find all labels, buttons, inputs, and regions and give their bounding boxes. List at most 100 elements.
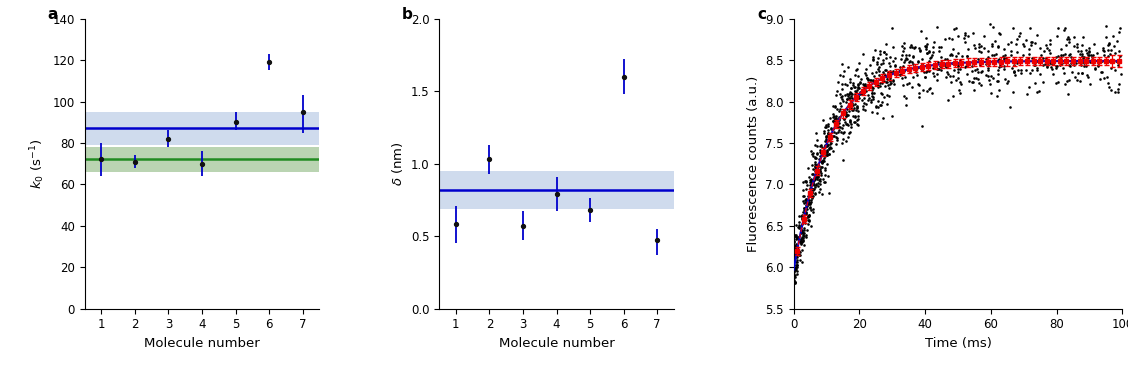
Point	[826, 116, 844, 122]
Point	[969, 68, 987, 74]
Point	[876, 67, 895, 73]
Point	[818, 141, 836, 147]
Point	[931, 66, 949, 72]
Point	[966, 87, 984, 93]
Point	[841, 89, 860, 95]
Point	[832, 125, 851, 131]
Point	[827, 113, 845, 119]
Point	[901, 44, 919, 50]
Point	[801, 178, 819, 184]
Point	[817, 153, 835, 159]
Point	[849, 83, 867, 89]
Point	[872, 61, 890, 67]
Point	[1107, 89, 1125, 95]
Point	[800, 197, 818, 203]
Point	[997, 55, 1015, 61]
Point	[1100, 58, 1118, 64]
Point	[823, 148, 841, 154]
Point	[892, 52, 910, 58]
Point	[1047, 65, 1065, 71]
Point	[943, 60, 961, 66]
Point	[887, 55, 905, 61]
Point	[867, 102, 885, 108]
Point	[836, 116, 854, 122]
Point	[1037, 42, 1055, 48]
Point	[990, 64, 1008, 70]
Point	[970, 48, 988, 54]
Point	[847, 107, 865, 113]
Point	[871, 51, 889, 57]
Point	[820, 151, 838, 157]
Point	[811, 143, 829, 149]
Point	[804, 186, 822, 192]
Point	[822, 134, 840, 140]
Point	[1023, 67, 1041, 73]
Point	[814, 151, 832, 157]
Point	[1034, 62, 1052, 68]
Point	[823, 111, 841, 117]
Point	[1048, 33, 1066, 39]
Point	[818, 152, 836, 158]
Point	[1073, 70, 1091, 76]
Point	[1055, 27, 1073, 33]
Point	[838, 96, 856, 102]
Point	[910, 47, 928, 53]
Point	[810, 168, 828, 174]
Point	[882, 25, 900, 31]
Point	[883, 77, 901, 83]
Point	[801, 204, 819, 210]
Point	[799, 206, 817, 212]
Point	[910, 90, 928, 96]
Point	[855, 82, 873, 88]
Point	[1085, 41, 1103, 47]
Point	[816, 142, 834, 148]
Point	[899, 66, 917, 72]
Bar	[85, 147, 319, 172]
Point	[864, 55, 882, 61]
Point	[821, 141, 839, 147]
Point	[801, 212, 819, 218]
Point	[949, 69, 967, 75]
Point	[819, 127, 837, 133]
Point	[856, 85, 874, 91]
Point	[925, 39, 943, 45]
Point	[1083, 55, 1101, 61]
Point	[829, 123, 847, 129]
Point	[828, 118, 846, 124]
Point	[858, 77, 876, 83]
Point	[865, 90, 883, 96]
Point	[818, 148, 836, 154]
Point	[996, 76, 1014, 82]
Point	[793, 212, 811, 218]
Point	[897, 52, 915, 58]
Point	[933, 67, 951, 73]
Point	[1059, 52, 1077, 58]
Point	[839, 91, 857, 97]
Point	[809, 174, 827, 180]
Point	[989, 59, 1007, 65]
Point	[809, 151, 827, 157]
Point	[808, 164, 826, 170]
Point	[1084, 52, 1102, 58]
Point	[805, 159, 823, 165]
Point	[787, 222, 805, 228]
Point	[988, 78, 1006, 84]
Point	[902, 84, 920, 90]
Point	[841, 95, 860, 101]
Point	[800, 199, 818, 205]
Point	[866, 82, 884, 88]
Point	[787, 271, 805, 277]
Point	[884, 68, 902, 74]
Point	[786, 272, 804, 278]
Point	[832, 86, 851, 92]
Point	[1078, 72, 1096, 78]
Point	[880, 60, 898, 66]
Point	[1002, 48, 1020, 54]
Point	[813, 159, 831, 165]
Point	[1073, 53, 1091, 59]
Point	[995, 56, 1013, 62]
Point	[1008, 36, 1026, 42]
Point	[1030, 56, 1048, 62]
Point	[1102, 65, 1120, 71]
Point	[957, 39, 975, 45]
